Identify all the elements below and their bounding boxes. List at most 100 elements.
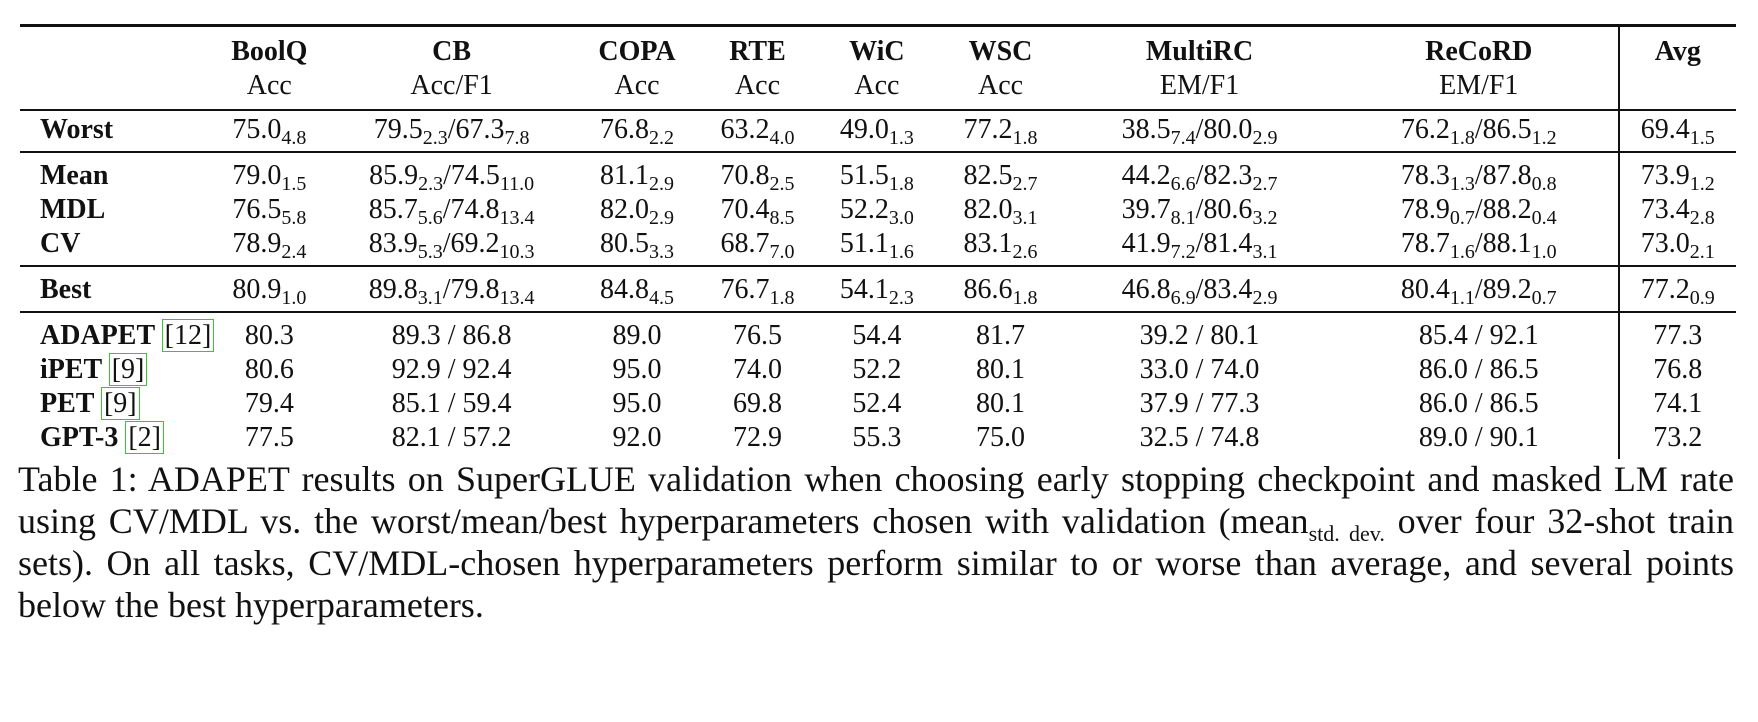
table-cell: 80.6 xyxy=(206,353,332,387)
citation-link[interactable]: [9] xyxy=(100,387,140,420)
cell-std-dev: 1.2 xyxy=(1689,173,1715,195)
cell-value: /81.4 xyxy=(1195,228,1253,259)
cell-value: 85.4 / 92.1 xyxy=(1418,320,1539,351)
table-cell: 83.12.6 xyxy=(942,227,1059,266)
table-cell: 80.91.0 xyxy=(206,266,332,312)
cell-std-dev: 2.6 xyxy=(1012,241,1038,263)
cell-std-dev: 13.4 xyxy=(499,207,535,229)
citation-link[interactable]: [9] xyxy=(108,353,148,386)
method-name: PET xyxy=(40,388,94,419)
cell-std-dev: 1.0 xyxy=(1531,241,1557,263)
table-cell: 49.01.3 xyxy=(812,110,942,152)
cell-std-dev: 0.8 xyxy=(1531,173,1557,195)
cell-std-dev: 10.3 xyxy=(499,241,535,263)
row-label: iPET [9] xyxy=(20,353,206,387)
table-cell: 80.1 xyxy=(942,387,1059,421)
cell-value: 80.6 xyxy=(244,354,294,385)
cell-std-dev: 5.6 xyxy=(417,207,443,229)
cell-value: 83.9 xyxy=(368,228,418,259)
row-group: Mean 79.01.5 85.92.3/74.511.0 81.12.9 70.82.… xyxy=(20,152,1736,266)
cell-std-dev: 5.3 xyxy=(417,241,443,263)
table-cell: 82.1 / 57.2 xyxy=(332,421,571,459)
cell-std-dev: 3.3 xyxy=(649,241,675,263)
citation-link[interactable]: [12] xyxy=(161,319,215,352)
cell-value: 77.2 xyxy=(963,114,1013,145)
table-cell: 89.83.1/79.813.4 xyxy=(332,266,571,312)
row-label: PET [9] xyxy=(20,387,206,421)
table-cell: 46.86.9/83.42.9 xyxy=(1059,266,1340,312)
column-metric-record: EM/F1 xyxy=(1439,70,1519,101)
cell-std-dev: 1.8 xyxy=(1012,287,1038,309)
cell-std-dev: 3.2 xyxy=(1252,207,1278,229)
table-cell: 75.0 xyxy=(942,421,1059,459)
cell-std-dev: 2.3 xyxy=(888,287,914,309)
table-cell: 68.77.0 xyxy=(703,227,812,266)
cell-value: 39.2 / 80.1 xyxy=(1139,320,1260,351)
cell-value: 76.5 xyxy=(232,194,282,225)
caption-text-2: over four 32-shot train sets). On all ta… xyxy=(18,501,1734,625)
cell-value: 85.7 xyxy=(368,194,418,225)
cell-std-dev: 4.0 xyxy=(769,127,795,149)
cell-value: /79.8 xyxy=(442,274,500,305)
table-cell: 77.3 xyxy=(1617,312,1736,353)
column-header-cb: CB xyxy=(432,36,472,67)
table-cell: 70.48.5 xyxy=(703,193,812,228)
column-metric-avg xyxy=(1617,69,1736,110)
table-header: BoolQ CB COPA RTE WiC WSC MultiRC ReCoRD Avg Acc… xyxy=(20,25,1736,110)
cell-value: 78.7 xyxy=(1400,228,1450,259)
cell-std-dev: 1.1 xyxy=(1449,287,1475,309)
cell-std-dev: 1.2 xyxy=(1531,127,1557,149)
table-cell: 86.0 / 86.5 xyxy=(1340,387,1619,421)
cell-std-dev: 8.1 xyxy=(1170,207,1196,229)
table-cell: 70.82.5 xyxy=(703,152,812,194)
row-label: Mean xyxy=(20,152,206,193)
cell-std-dev: 1.8 xyxy=(769,287,795,309)
cell-std-dev: 2.9 xyxy=(1252,287,1278,309)
cell-value: /86.5 xyxy=(1474,114,1532,145)
column-metric-cb: Acc/F1 xyxy=(410,70,493,101)
cell-value: 82.5 xyxy=(963,160,1013,191)
table-row: Mean 79.01.5 85.92.3/74.511.0 81.12.9 70.82.… xyxy=(20,152,1736,195)
cell-value: /89.2 xyxy=(1474,274,1532,305)
cell-value: 54.4 xyxy=(852,320,902,351)
method-name: Mean xyxy=(40,160,109,191)
cell-value: 38.5 xyxy=(1121,114,1171,145)
table-cell: 39.78.1/80.63.2 xyxy=(1059,193,1340,229)
cell-value: 39.7 xyxy=(1121,194,1171,225)
column-header-boolq: BoolQ xyxy=(231,36,308,67)
cell-std-dev: 3.1 xyxy=(1012,207,1038,229)
cell-value: 73.4 xyxy=(1640,194,1690,225)
cell-value: 82.0 xyxy=(600,194,650,225)
cell-value: 85.9 xyxy=(369,160,419,191)
table-cell: 51.51.8 xyxy=(812,152,942,194)
cell-std-dev: 4.5 xyxy=(649,287,675,309)
row-group: Worst 75.04.8 79.52.3/67.37.8 76.82.2 63.24.… xyxy=(20,110,1736,152)
cell-value: 89.8 xyxy=(368,274,418,305)
table-cell: 80.1 xyxy=(942,353,1059,387)
row-label: GPT-3 [2] xyxy=(20,421,206,459)
table-cell: 84.84.5 xyxy=(571,266,703,312)
citation-link[interactable]: [2] xyxy=(125,421,164,454)
table-cell: 89.0 / 90.1 xyxy=(1340,421,1619,459)
cell-value: 70.4 xyxy=(720,194,770,225)
table-cell: 75.04.8 xyxy=(206,110,332,152)
cell-value: 32.5 / 74.8 xyxy=(1139,422,1260,453)
table-cell: 76.71.8 xyxy=(703,266,812,312)
cell-value: 76.5 xyxy=(732,320,782,351)
cell-std-dev: 1.3 xyxy=(1449,173,1475,195)
column-metric-boolq: Acc xyxy=(246,70,292,101)
method-name: CV xyxy=(40,228,81,259)
cell-value: 55.3 xyxy=(852,422,902,453)
cell-value: 33.0 / 74.0 xyxy=(1139,354,1260,385)
cell-value: 73.9 xyxy=(1640,160,1690,191)
column-header-copa: COPA xyxy=(598,36,676,67)
cell-value: /88.1 xyxy=(1474,228,1532,259)
cell-value: /74.5 xyxy=(443,160,500,191)
cell-std-dev: 2.7 xyxy=(1012,173,1038,195)
column-header-avg: Avg xyxy=(1617,25,1736,69)
cell-std-dev: 5.8 xyxy=(281,207,307,229)
row-label: Worst xyxy=(20,110,206,152)
cell-value: 77.2 xyxy=(1640,274,1690,305)
column-metric-multirc: EM/F1 xyxy=(1159,70,1240,101)
table-cell: 81.12.9 xyxy=(571,152,703,194)
